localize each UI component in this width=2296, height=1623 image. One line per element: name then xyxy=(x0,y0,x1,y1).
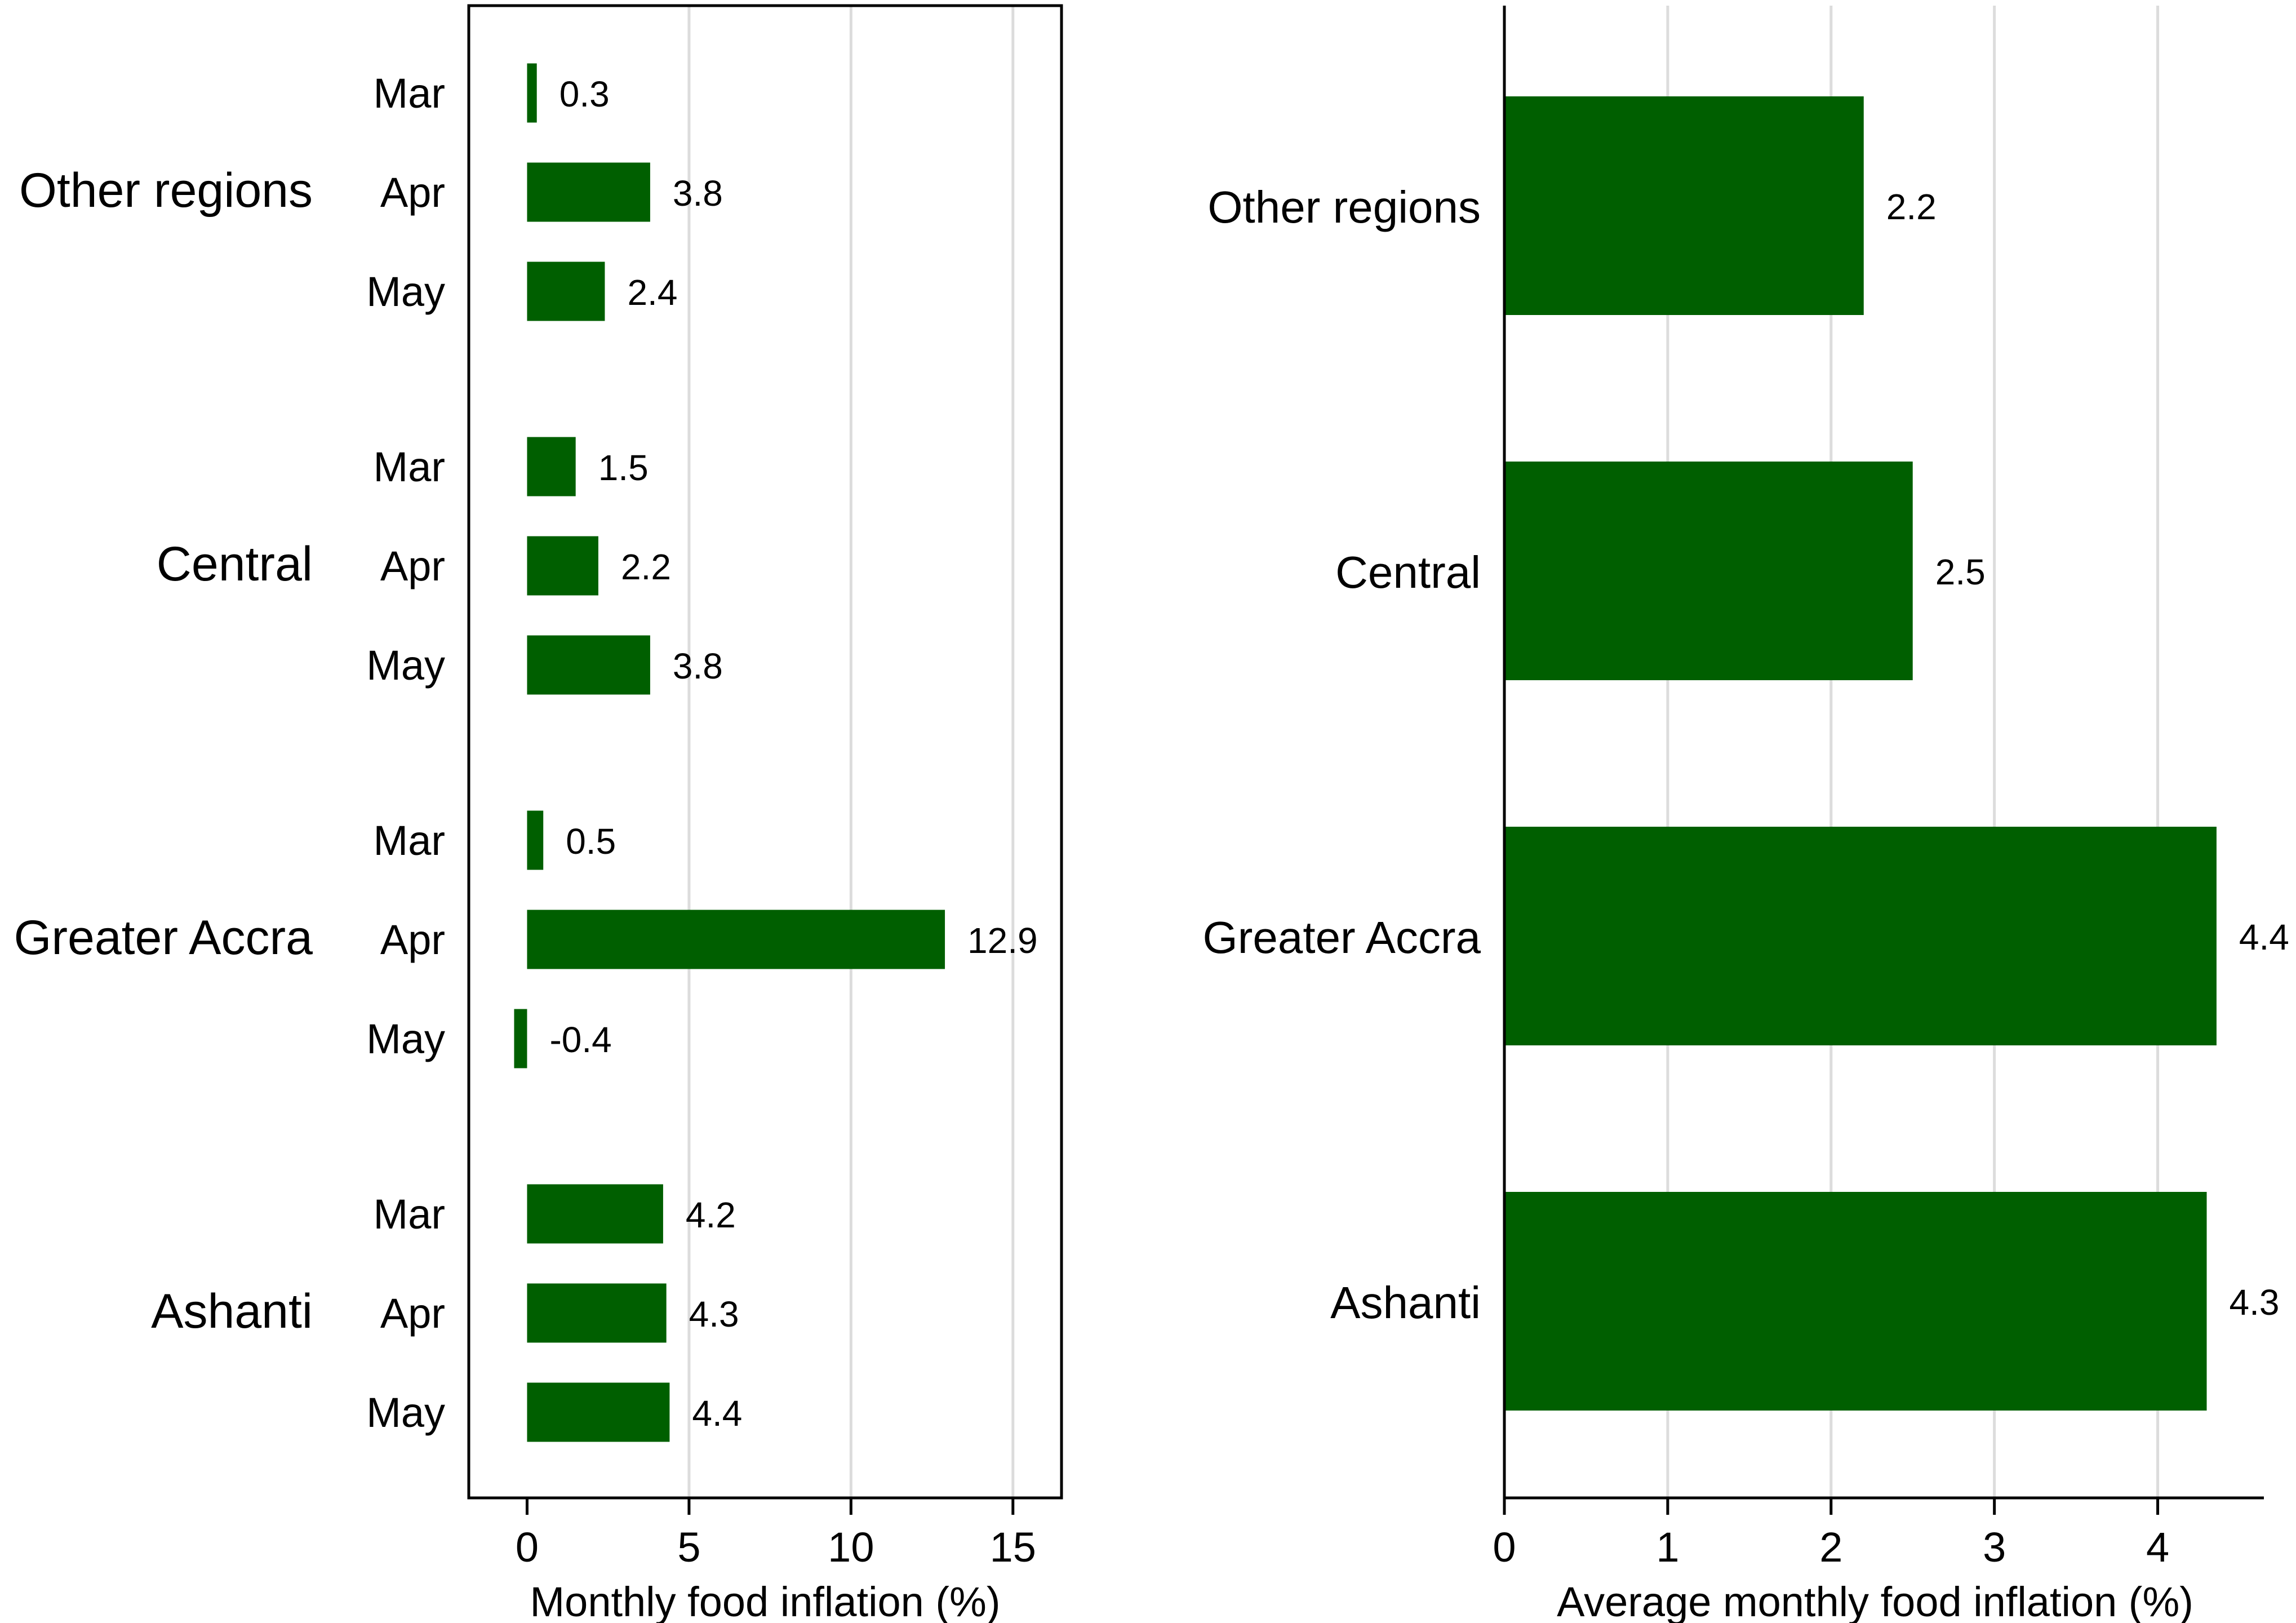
tick-label: 2 xyxy=(1819,1524,1842,1571)
month-label: Apr xyxy=(380,169,445,216)
month-label: Apr xyxy=(380,916,445,963)
bar xyxy=(527,437,576,496)
right-x-ticks: 0 1 2 3 4 xyxy=(1493,1498,2169,1571)
right-value-labels: 2.2 2.5 4.4 4.3 xyxy=(1886,187,2289,1323)
bar xyxy=(527,261,605,321)
bar xyxy=(527,910,945,969)
data-label: 2.2 xyxy=(1886,187,1937,227)
region-label: Central xyxy=(157,537,313,591)
left-plot-frame xyxy=(467,4,1063,1500)
left-x-axis-title: Monthly food inflation (%) xyxy=(530,1578,1001,1623)
tick-label: 3 xyxy=(1983,1524,2006,1571)
right-region-labels: Other regions Central Greater Accra Ashanti xyxy=(1202,182,1481,1328)
average-inflation-panel: 2.2 2.5 4.4 4.3 Other regions Central Greater… xyxy=(1202,6,2289,1623)
bar xyxy=(527,63,537,123)
data-label: 4.3 xyxy=(689,1294,739,1334)
data-label: 2.4 xyxy=(627,272,677,313)
region-label: Greater Accra xyxy=(1202,912,1481,963)
monthly-inflation-panel: 0.3 3.8 2.4 1.5 2.2 3.8 0.5 12.9 -0.4 4.2 4.3 4.4 M… xyxy=(14,4,1063,1623)
left-bars xyxy=(514,63,945,1442)
bar xyxy=(1504,1192,2207,1411)
left-month-labels: Mar Apr May Mar Apr May Mar Apr May Mar Apr May xyxy=(366,70,445,1436)
data-label: 4.4 xyxy=(692,1393,742,1434)
month-label: Mar xyxy=(374,1191,445,1238)
data-label: 3.8 xyxy=(673,646,723,686)
data-label: 0.3 xyxy=(559,74,610,114)
data-label: 3.8 xyxy=(673,173,723,214)
month-label: May xyxy=(366,1389,445,1436)
bar xyxy=(1504,96,1864,315)
tick-label: 4 xyxy=(2146,1524,2169,1571)
month-label: Mar xyxy=(374,817,445,864)
tick-label: 10 xyxy=(828,1524,874,1571)
bar xyxy=(527,810,544,870)
region-label: Greater Accra xyxy=(14,911,313,965)
bar xyxy=(527,635,650,695)
data-label: 12.9 xyxy=(967,920,1038,961)
region-label: Other regions xyxy=(19,163,313,218)
data-label: -0.4 xyxy=(549,1019,611,1060)
tick-label: 1 xyxy=(1656,1524,1679,1571)
left-x-ticks: 0 5 10 15 xyxy=(516,1498,1036,1571)
month-label: Apr xyxy=(380,543,445,589)
month-label: May xyxy=(366,1016,445,1062)
data-label: 4.4 xyxy=(2239,917,2289,957)
tick-label: 0 xyxy=(516,1524,539,1571)
bar xyxy=(527,1382,670,1442)
month-label: May xyxy=(366,268,445,315)
right-axes xyxy=(1503,6,2264,1500)
tick-label: 0 xyxy=(1493,1524,1516,1571)
data-label: 4.2 xyxy=(686,1195,736,1235)
right-bars xyxy=(1504,96,2217,1411)
region-label: Ashanti xyxy=(151,1284,313,1338)
left-value-labels: 0.3 3.8 2.4 1.5 2.2 3.8 0.5 12.9 -0.4 4.2 4.3 4.4 xyxy=(549,74,1037,1434)
bar xyxy=(527,536,598,596)
bar xyxy=(1504,827,2217,1045)
left-gridlines xyxy=(687,6,1015,1498)
bar xyxy=(527,162,650,222)
left-region-labels: Other regions Central Greater Accra Ashanti xyxy=(14,163,313,1338)
bar xyxy=(1504,462,1913,680)
right-x-axis-title: Average monthly food inflation (%) xyxy=(1557,1578,2193,1623)
month-label: Mar xyxy=(374,444,445,490)
data-label: 2.5 xyxy=(1935,552,1986,592)
bar xyxy=(527,1283,667,1343)
bar xyxy=(514,1009,527,1068)
region-label: Other regions xyxy=(1207,182,1481,232)
month-label: Apr xyxy=(380,1290,445,1337)
data-label: 4.3 xyxy=(2230,1282,2280,1323)
month-label: May xyxy=(366,642,445,689)
region-label: Central xyxy=(1335,547,1481,597)
region-label: Ashanti xyxy=(1330,1278,1481,1328)
data-label: 0.5 xyxy=(566,821,616,862)
tick-label: 15 xyxy=(990,1524,1036,1571)
data-label: 2.2 xyxy=(621,547,671,587)
month-label: Mar xyxy=(374,70,445,117)
tick-label: 5 xyxy=(677,1524,700,1571)
bar xyxy=(527,1184,663,1244)
data-label: 1.5 xyxy=(598,447,649,488)
